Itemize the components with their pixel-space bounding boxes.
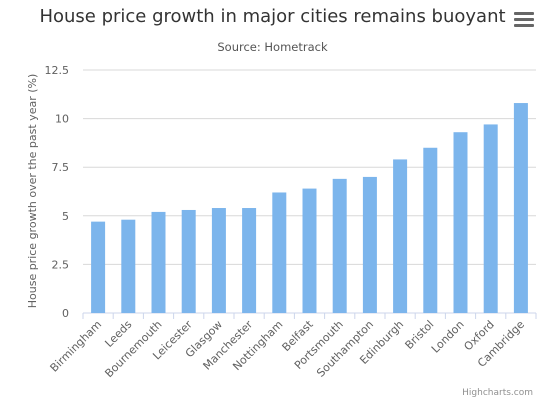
x-tick-label: Birmingham: [48, 318, 105, 375]
credits-link[interactable]: Highcharts.com: [462, 388, 533, 398]
bar-leicester[interactable]: [181, 209, 196, 313]
bar-birmingham[interactable]: [91, 221, 106, 313]
bar-london[interactable]: [453, 132, 468, 313]
y-tick-label: 7.5: [52, 161, 70, 174]
y-axis-label: House price growth over the past year (%…: [26, 74, 39, 309]
chart-subtitle: Source: Hometrack: [217, 40, 328, 54]
hamburger-menu-icon[interactable]: [514, 12, 534, 28]
y-tick-label: 10: [55, 113, 69, 126]
bar-bristol[interactable]: [423, 147, 438, 313]
bar-manchester[interactable]: [242, 208, 257, 313]
bar-nottingham[interactable]: [272, 192, 287, 313]
bar-edinburgh[interactable]: [393, 159, 408, 313]
bar-portsmouth[interactable]: [332, 178, 347, 313]
y-tick-label: 5: [62, 210, 69, 223]
bar-cambridge[interactable]: [513, 103, 528, 313]
bar-leeds[interactable]: [121, 219, 136, 313]
y-tick-label: 12.5: [45, 64, 70, 77]
y-tick-label: 2.5: [52, 258, 70, 271]
bar-southampton[interactable]: [362, 176, 377, 313]
chart-title: House price growth in major cities remai…: [39, 6, 506, 27]
bar-oxford[interactable]: [483, 124, 498, 313]
bars: [91, 103, 528, 313]
y-tick-label: 0: [62, 307, 69, 320]
y-axis-ticks: 0 2.5 5 7.5 10 12.5: [45, 64, 70, 320]
bar-bournemouth[interactable]: [151, 211, 166, 313]
x-axis-ticks: BirminghamLeedsBournemouthLeicesterGlasg…: [48, 313, 537, 380]
x-tick-label: London: [429, 318, 467, 356]
bar-belfast[interactable]: [302, 188, 317, 313]
bar-glasgow[interactable]: [211, 208, 226, 313]
